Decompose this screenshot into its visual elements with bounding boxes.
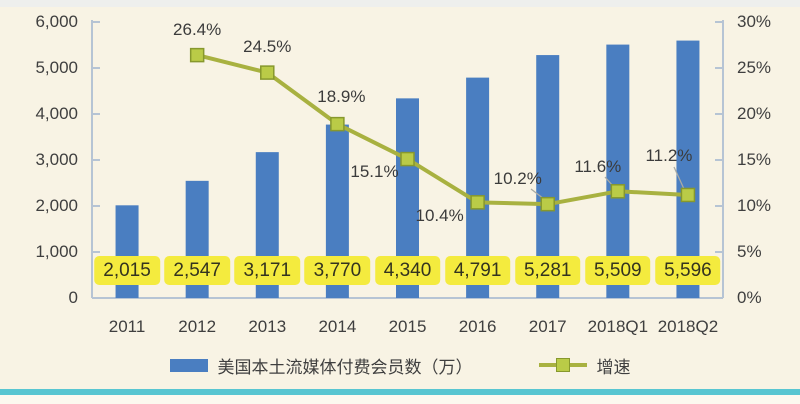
left-axis-tick-label: 3,000 (35, 150, 78, 169)
growth-marker (260, 65, 275, 80)
x-axis-label: 2017 (528, 317, 567, 336)
left-axis-tick-label: 2,000 (35, 196, 78, 215)
bar-value-label: 4,340 (374, 256, 441, 285)
bar-series-swatch-icon (169, 358, 208, 372)
x-axis-label: 2013 (248, 317, 287, 336)
right-axis-tick-label: 30% (737, 12, 772, 31)
right-axis-tick-label: 15% (737, 150, 772, 169)
x-axis-label: 2015 (388, 317, 427, 336)
growth-marker (610, 184, 626, 199)
bar-value-label: 2,547 (164, 256, 230, 285)
growth-marker (680, 187, 696, 203)
growth-marker (400, 151, 415, 167)
right-axis-tick-label: 0% (737, 288, 762, 307)
bar-value-label: 3,171 (234, 256, 301, 285)
bar-value-label: 3,770 (304, 256, 371, 285)
bar (536, 55, 560, 298)
bottom-strip (0, 395, 800, 404)
label-leader-line (673, 166, 685, 190)
growth-marker (189, 47, 205, 63)
growth-point-label: 18.9% (317, 87, 366, 107)
bar-value-label: 5,596 (655, 256, 721, 285)
x-axis-label: 2018Q2 (657, 317, 719, 336)
growth-point-label: 26.4% (173, 20, 222, 40)
x-axis-label: 2014 (318, 317, 357, 336)
x-axis-label: 2012 (178, 317, 217, 336)
bar-value-label: 2,015 (94, 256, 160, 285)
bar (325, 124, 349, 298)
growth-point-label: 11.2% (645, 145, 693, 165)
growth-marker (540, 196, 555, 212)
bar (676, 40, 700, 299)
bar-value-label: 4,791 (444, 256, 511, 285)
line-series-legend-label: 增速 (596, 357, 631, 377)
left-axis-tick-label: 1,000 (35, 242, 78, 261)
growth-point-label: 24.5% (243, 36, 292, 56)
x-axis-label: 2018Q1 (587, 317, 649, 336)
x-axis-label: 2011 (108, 317, 146, 336)
growth-point-label: 15.1% (350, 162, 399, 182)
growth-marker (330, 116, 345, 132)
bar-value-label: 5,509 (585, 256, 651, 285)
legend: 美国本土流媒体付费会员数（万） 增速 (0, 352, 800, 378)
growth-point-label: 10.2% (493, 169, 542, 189)
left-axis-tick-label: 0 (68, 288, 78, 307)
left-axis-tick-label: 4,000 (35, 104, 78, 123)
bar (606, 44, 630, 298)
bar (396, 98, 419, 298)
x-axis-label: 2016 (458, 317, 497, 336)
left-axis-tick-label: 6,000 (35, 12, 78, 31)
right-axis-tick-label: 10% (737, 196, 772, 215)
bar-series-legend-label: 美国本土流媒体付费会员数（万） (217, 357, 473, 377)
line-series-swatch-icon (538, 358, 587, 372)
right-axis-tick-label: 20% (737, 104, 772, 123)
right-axis-tick-label: 25% (737, 58, 772, 77)
top-strip (0, 0, 800, 7)
growth-marker (470, 195, 485, 210)
growth-point-label: 10.4% (415, 206, 464, 226)
left-axis-tick-label: 5,000 (35, 58, 78, 77)
bar-value-label: 5,281 (514, 256, 581, 285)
growth-line (196, 53, 689, 207)
bottom-accent-line (0, 389, 800, 395)
growth-point-label: 11.6% (574, 157, 622, 177)
bar (466, 77, 490, 298)
right-axis-tick-label: 5% (737, 242, 762, 261)
